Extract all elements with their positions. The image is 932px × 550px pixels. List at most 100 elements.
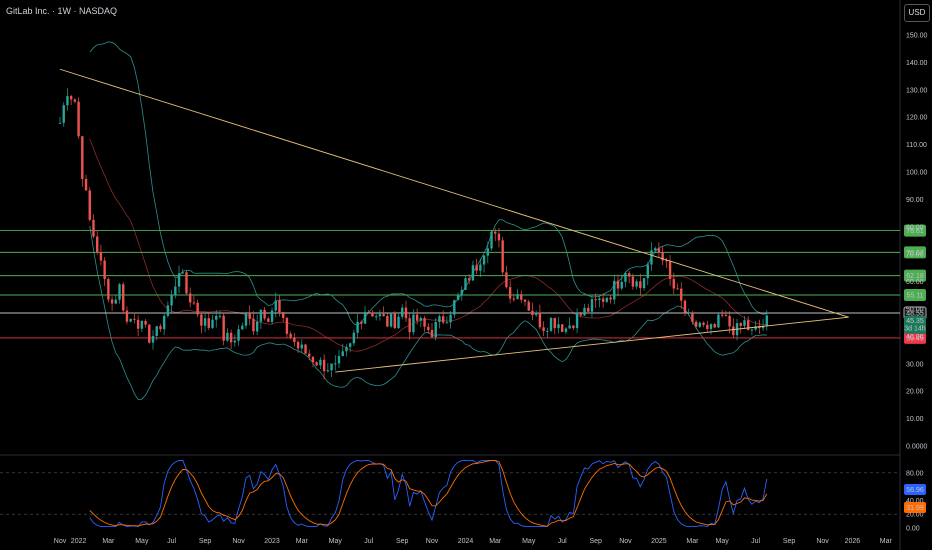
candle-body [330, 363, 333, 371]
candle-body [546, 330, 549, 332]
candle-body [627, 273, 631, 277]
time-tick-label: Nov [619, 538, 632, 545]
oscillator-tick-label: 0.00 [906, 526, 920, 533]
candle-body [263, 309, 266, 319]
candle-body [639, 281, 642, 289]
candle-body [657, 248, 661, 253]
candle-body [378, 314, 382, 317]
candle-body [408, 318, 411, 333]
candle-body [717, 314, 720, 328]
candle-body [107, 279, 110, 300]
price-tick-label: 110.00 [906, 142, 927, 149]
time-tick-label: Nov [54, 538, 67, 545]
candle-body [296, 341, 300, 349]
candle-body [326, 370, 330, 372]
candle-body [486, 248, 489, 256]
time-tick-label: Mar [489, 538, 502, 545]
candle-body [542, 327, 545, 331]
candle-body [668, 261, 672, 279]
candle-body [363, 311, 367, 324]
candle-body [315, 362, 318, 366]
candle-body [665, 260, 668, 262]
candle-body [322, 359, 326, 372]
candle-body [92, 219, 95, 237]
candle-body [84, 178, 88, 191]
candle-body [479, 264, 482, 271]
candle-body [613, 280, 616, 300]
level-label: 78.61 [906, 228, 924, 235]
candle-body [471, 265, 475, 281]
candle-body [177, 273, 181, 287]
candle-body [564, 328, 568, 332]
stoch-k-label: 56.96 [906, 487, 924, 494]
oscillator-tick-label: 40.00 [906, 498, 924, 505]
candle-body [430, 330, 434, 338]
oscillator-tick-label: 80.00 [906, 470, 924, 477]
price-tick-label: 130.00 [906, 87, 928, 94]
candle-body [88, 190, 91, 220]
candle-body [702, 322, 705, 325]
time-tick-label: Sep [396, 538, 409, 545]
level-label: 70.67 [906, 250, 924, 257]
candle-body [698, 322, 702, 327]
candle-body [601, 298, 605, 302]
candle-body [226, 332, 229, 341]
candle-body [587, 307, 590, 312]
candle-body [166, 305, 170, 316]
candle-body [96, 236, 99, 253]
candle-body [445, 322, 449, 324]
candle-body [497, 233, 501, 241]
candle-body [732, 326, 735, 336]
candle-body [441, 316, 445, 323]
candle-body [159, 326, 162, 330]
candle-body [144, 320, 147, 325]
stoch-k-line [89, 459, 768, 528]
candle-body [274, 300, 277, 311]
candle-body [192, 302, 196, 304]
candle-body [248, 312, 251, 319]
current-price-label: 45.35 [906, 318, 924, 325]
candle-body [527, 301, 530, 311]
candle-body [490, 231, 493, 249]
currency-selector[interactable]: USD [904, 4, 930, 22]
candle-body [203, 318, 207, 326]
candle-body [304, 344, 307, 354]
candle-body [389, 313, 393, 327]
current-price-box [904, 315, 926, 334]
candle-body [549, 317, 553, 331]
trendline [59, 68, 849, 318]
candle-body [456, 294, 460, 301]
candle-body [170, 295, 173, 306]
candle-body [501, 240, 504, 273]
time-tick-label: 2025 [651, 538, 667, 545]
candle-body [557, 324, 560, 329]
candle-body [255, 321, 259, 332]
time-tick-label: Jul [558, 538, 567, 545]
candle-body [218, 315, 222, 317]
candle-body [341, 351, 344, 357]
price-tick-label: 30.00 [906, 361, 924, 368]
stoch-d-line [89, 460, 768, 527]
candle-body [624, 273, 627, 282]
time-tick-label: Jul [167, 538, 176, 545]
candle-body [505, 272, 508, 288]
stoch-k-box [904, 484, 926, 495]
candle-body [750, 329, 754, 331]
level-label-box [904, 288, 926, 301]
candle-body [66, 96, 69, 106]
candle-body [516, 294, 519, 299]
time-tick-label: Jul [364, 538, 373, 545]
candle-body [583, 307, 586, 316]
candle-body [196, 302, 199, 315]
candle-body [538, 312, 542, 328]
oscillator-tick-label: 20.00 [906, 512, 924, 519]
candle-body [382, 314, 385, 317]
candle-body [244, 312, 248, 326]
candle-body [449, 314, 452, 323]
candle-body [293, 337, 296, 342]
candle-body [468, 278, 471, 281]
candle-body [765, 315, 768, 326]
candle-body [229, 332, 233, 343]
moving-average-line [89, 138, 767, 352]
